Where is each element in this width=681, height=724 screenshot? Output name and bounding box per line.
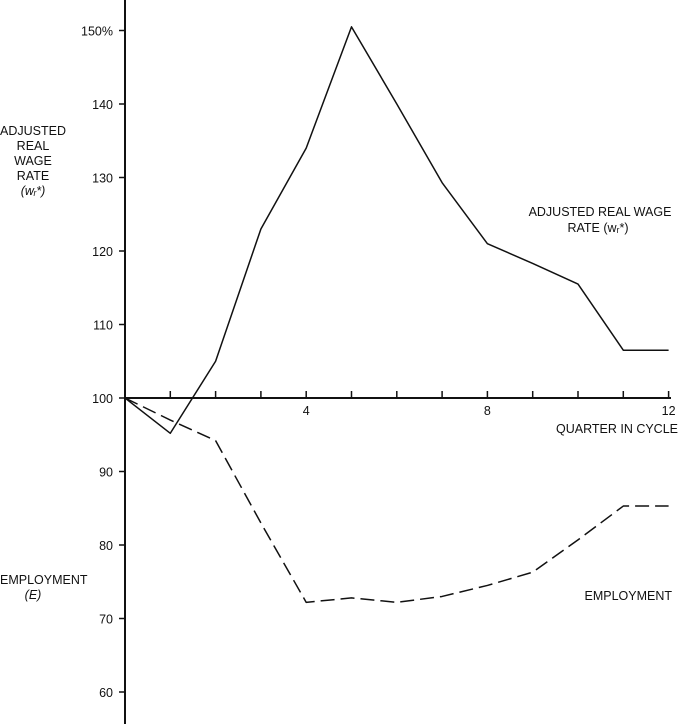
y-tick-label: 130 — [92, 172, 113, 186]
y-tick-label: 70 — [99, 613, 113, 627]
wage-axis-title-line-2: REAL — [16, 139, 50, 153]
employment-line — [124, 397, 669, 604]
y-tick-label: 150% — [81, 25, 113, 39]
wage-axis-title-line-1: ADJUSTED — [0, 124, 66, 138]
y-tick-label: 60 — [99, 686, 113, 700]
x-axis-title: QUARTER IN CYCLE — [556, 422, 678, 436]
ticks: 150% 140 130 120 110 100 90 80 70 60 4 8 12 — [81, 25, 676, 701]
y-tick-label: 100 — [92, 392, 113, 406]
employment-axis-title: EMPLOYMENT (E) — [0, 573, 88, 603]
wage-annotation-line-2: RATE (wᵣ*) — [567, 221, 628, 235]
x-tick-label: 4 — [303, 404, 310, 418]
series — [124, 26, 669, 604]
y-tick-label: 90 — [99, 466, 113, 480]
employment-annotation: EMPLOYMENT — [584, 589, 672, 603]
x-tick-label: 12 — [662, 404, 676, 418]
wage-annotation-line-1: ADJUSTED REAL WAGE — [529, 205, 672, 219]
employment-axis-title-symbol: (E) — [24, 588, 42, 602]
y-tick-label: 120 — [92, 245, 113, 259]
employment-axis-title-line-1: EMPLOYMENT — [0, 573, 88, 587]
wage-axis-title-symbol: (wᵣ*) — [20, 184, 46, 198]
y-tick-label: 110 — [93, 319, 113, 333]
labels: QUARTER IN CYCLE ADJUSTED REAL WAGE RATE… — [529, 205, 678, 603]
wage-axis-title: ADJUSTED REAL WAGE RATE (wᵣ*) — [0, 124, 66, 199]
y-tick-label: 140 — [92, 98, 113, 112]
wage-rate-line — [124, 26, 669, 435]
y-tick-label: 80 — [99, 539, 113, 553]
x-tick-label: 8 — [484, 404, 491, 418]
wage-axis-title-line-4: RATE — [16, 169, 50, 183]
wage-axis-title-line-3: WAGE — [14, 154, 52, 168]
